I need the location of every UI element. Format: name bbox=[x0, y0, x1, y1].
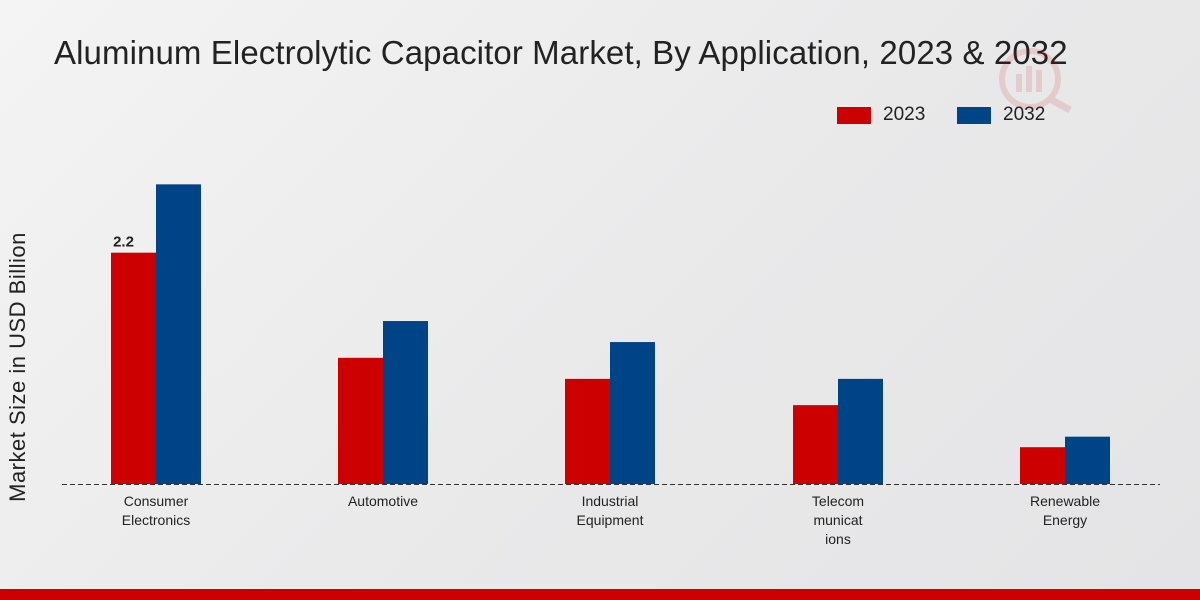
x-tick-label-consumer-electronics: Consumer Electronics bbox=[122, 493, 190, 528]
legend-item-2032: 2032 bbox=[957, 104, 1045, 126]
watermark-logo-icon bbox=[999, 48, 1072, 114]
bars-group bbox=[111, 184, 1110, 485]
legend-swatch-2023 bbox=[837, 106, 871, 124]
x-tick-label-renewable-energy: Renewable Energy bbox=[1030, 493, 1100, 528]
legend-item-2023: 2023 bbox=[837, 104, 925, 126]
legend-label-2032: 2032 bbox=[1003, 104, 1046, 125]
data-labels: 2.2 bbox=[113, 234, 134, 251]
bar-telecommunications-2032 bbox=[838, 378, 883, 484]
x-tick-label-telecommunications: Telecom municat ions bbox=[812, 493, 864, 547]
x-tick-labels: Consumer Electronics Automotive Industrial E… bbox=[122, 493, 1100, 547]
bar-consumer-electronics-2032 bbox=[156, 184, 201, 485]
bar-industrial-equipment-2023 bbox=[565, 378, 610, 484]
legend-label-2023: 2023 bbox=[883, 104, 926, 125]
bottom-accent-bar bbox=[0, 589, 1200, 600]
chart-title: Aluminum Electrolytic Capacitor Market, … bbox=[54, 34, 1068, 71]
legend-swatch-2032 bbox=[957, 106, 991, 124]
x-tick-label-industrial-equipment: Industrial Equipment bbox=[577, 493, 644, 528]
bar-automotive-2023 bbox=[338, 357, 383, 484]
bar-consumer-electronics-2023 bbox=[111, 252, 156, 484]
bar-renewable-energy-2023 bbox=[1020, 447, 1065, 484]
bar-industrial-equipment-2032 bbox=[610, 342, 655, 484]
x-tick-label-automotive: Automotive bbox=[348, 493, 418, 509]
data-label-consumer-electronics-2023: 2.2 bbox=[113, 234, 134, 251]
bar-automotive-2032 bbox=[383, 321, 428, 484]
bar-telecommunications-2023 bbox=[793, 405, 838, 484]
bar-renewable-energy-2032 bbox=[1065, 436, 1110, 484]
